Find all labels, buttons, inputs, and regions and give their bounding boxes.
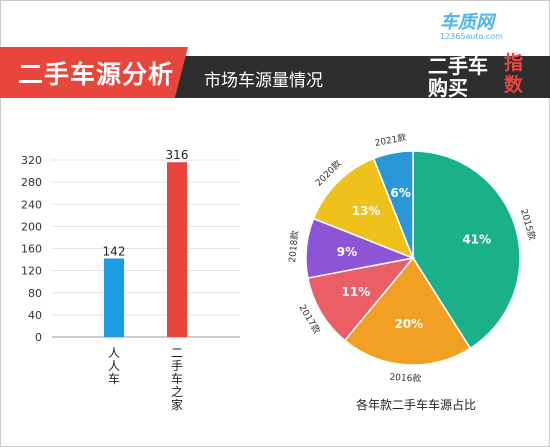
pie-percent-label: 20% <box>394 317 423 331</box>
x-tick-label-char: 手 <box>171 359 183 373</box>
x-tick-label-char: 家 <box>171 397 183 412</box>
y-tick-label: 40 <box>28 309 42 322</box>
bar-人人车 <box>104 258 124 337</box>
brand-logo: 车质网 12365auto.com 二手车 购买 指数 <box>418 8 550 106</box>
pie-percent-label: 13% <box>352 204 381 218</box>
x-tick-label-char: 人 <box>108 359 120 373</box>
x-tick-label-char: 车 <box>108 371 120 386</box>
x-tick-label-char: 之 <box>171 385 183 399</box>
bar-value-label: 142 <box>103 244 126 258</box>
pie-percent-label: 6% <box>390 186 410 200</box>
y-tick-label: 120 <box>21 265 42 278</box>
x-tick-label-char: 车 <box>171 371 183 386</box>
logo-tag: 指数 <box>504 52 524 96</box>
y-tick-label: 80 <box>28 287 42 300</box>
y-tick-label: 0 <box>35 331 42 344</box>
bar-二手车之家 <box>167 162 187 337</box>
bar-value-label: 316 <box>166 148 189 162</box>
header-accent <box>0 47 188 98</box>
logo-line2: 购买 <box>428 76 468 100</box>
y-tick-label: 320 <box>21 154 42 167</box>
pie-chart-title: 各年款二手车车源占比 <box>355 398 476 412</box>
x-tick-label-char: 人 <box>108 346 120 360</box>
pie-slice-2021款 <box>372 150 414 259</box>
pie-year-label: 2021款 <box>374 131 408 149</box>
pie-slice-2017款 <box>307 256 415 342</box>
pie-percent-label: 11% <box>342 285 371 299</box>
pie-year-label: 2018款 <box>286 230 301 263</box>
pie-slice-2020款 <box>312 157 415 260</box>
logo-line1: 二手车 <box>428 54 488 78</box>
y-tick-label: 200 <box>21 220 42 233</box>
logo-url: 12365auto.com <box>440 32 503 41</box>
pie-year-label: 2015款 <box>518 208 538 242</box>
pie-year-label: 2016款 <box>389 371 422 385</box>
y-tick-label: 280 <box>21 176 42 189</box>
logo-brand: 车质网 <box>440 12 494 33</box>
pie-slice-2016款 <box>343 256 472 366</box>
y-tick-label: 240 <box>21 198 42 211</box>
x-tick-label-char: 二 <box>171 346 183 360</box>
header-title: 二手车源分析 <box>18 60 175 89</box>
y-tick-label: 160 <box>21 243 42 256</box>
pie-percent-label: 41% <box>462 232 491 246</box>
pie-percent-label: 9% <box>337 245 357 259</box>
header-subtitle: 市场车源量情况 <box>204 71 323 91</box>
